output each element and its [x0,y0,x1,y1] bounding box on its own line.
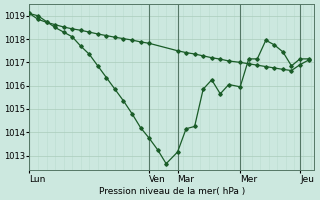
X-axis label: Pression niveau de la mer( hPa ): Pression niveau de la mer( hPa ) [99,187,245,196]
